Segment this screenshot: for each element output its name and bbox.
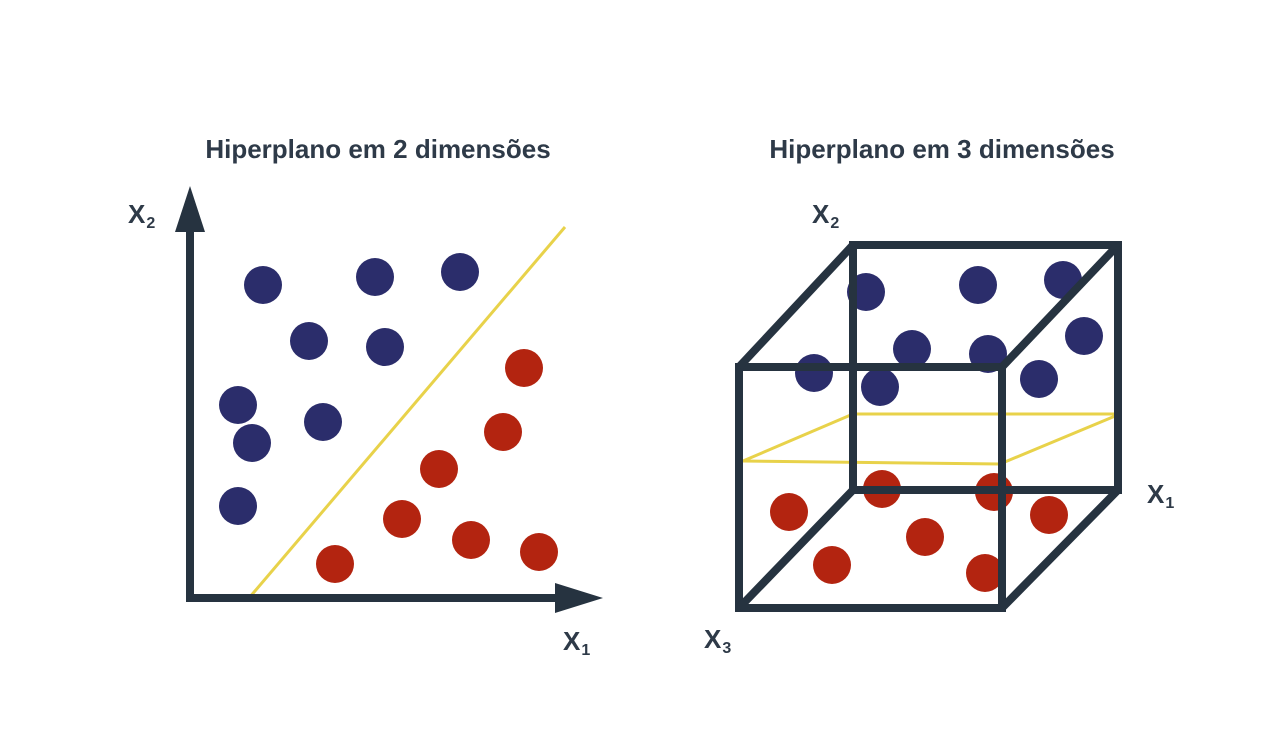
2d-blue-point (244, 266, 282, 304)
2d-red-point (316, 545, 354, 583)
axis-label-x3-3d: X3 (704, 624, 732, 657)
panel-3d (735, 241, 1122, 612)
2d-blue-point (219, 487, 257, 525)
2d-blue-point (290, 322, 328, 360)
arrow-right-icon (555, 583, 603, 613)
3d-blue-point (861, 368, 899, 406)
axis-label-x2-3d: X2 (812, 199, 840, 232)
3d-blue-point (959, 266, 997, 304)
3d-blue-point (795, 354, 833, 392)
2d-red-point (484, 413, 522, 451)
title-3d: Hiperplano em 3 dimensões (769, 134, 1115, 164)
hyperplane-line-2d (247, 226, 567, 599)
2d-blue-point (304, 403, 342, 441)
2d-blue-point (233, 424, 271, 462)
arrow-up-icon (175, 186, 205, 232)
cube-edge-top-left (736, 242, 856, 370)
cube-edge-top-right (999, 242, 1121, 370)
2d-red-point (452, 521, 490, 559)
axis-label-x1-3d: X1 (1147, 479, 1175, 512)
2d-blue-point (219, 386, 257, 424)
3d-red-point (1030, 496, 1068, 534)
cube-front-face (735, 363, 1006, 612)
2d-blue-point (441, 253, 479, 291)
2d-blue-point (366, 328, 404, 366)
hyperplane-plane-3d (742, 412, 1121, 466)
cube-edge-bottom-left (736, 487, 856, 611)
3d-blue-point (893, 330, 931, 368)
axis-label-x2-2d: X2 (128, 199, 156, 232)
3d-blue-point (1020, 360, 1058, 398)
cube-wireframe (735, 241, 1122, 612)
axis-label-x1-2d: X1 (563, 626, 591, 659)
2d-red-point (420, 450, 458, 488)
3d-blue-point (1065, 317, 1103, 355)
panel-2d (175, 186, 603, 613)
3d-red-point (813, 546, 851, 584)
title-2d: Hiperplano em 2 dimensões (205, 134, 551, 164)
3d-red-point (770, 493, 808, 531)
2d-blue-point (356, 258, 394, 296)
2d-red-point (383, 500, 421, 538)
2d-red-point (520, 533, 558, 571)
2d-red-point (505, 349, 543, 387)
points-2d (219, 253, 558, 583)
3d-red-point (966, 554, 1004, 592)
cube-edge-bottom-right (999, 487, 1121, 611)
3d-red-point (906, 518, 944, 556)
